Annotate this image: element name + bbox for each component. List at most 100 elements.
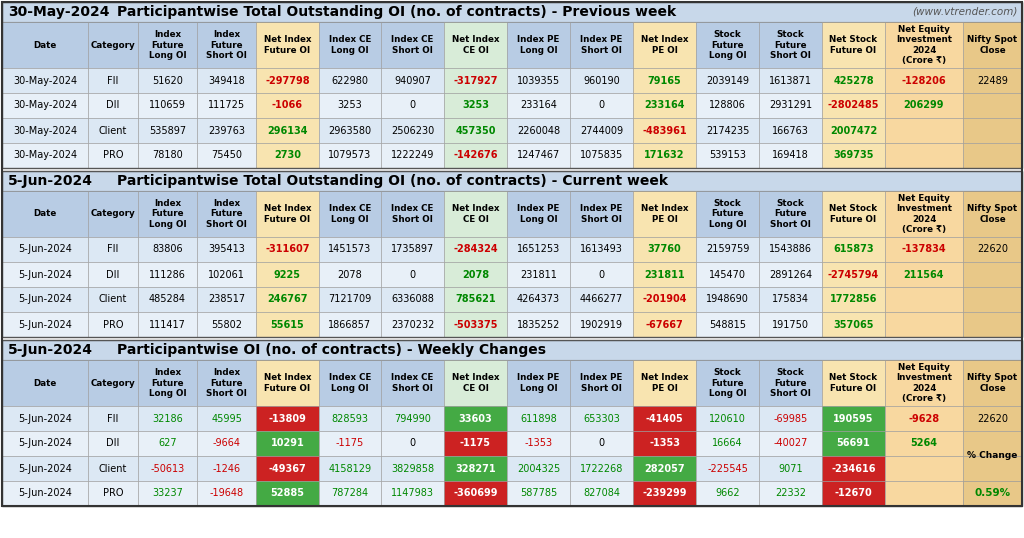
Text: -284324: -284324 <box>454 244 498 254</box>
Text: 233164: 233164 <box>644 101 685 110</box>
Bar <box>138 191 197 237</box>
Text: 30-May-2024: 30-May-2024 <box>13 125 77 136</box>
Bar <box>963 93 1022 118</box>
Text: 349418: 349418 <box>208 75 245 86</box>
Text: 4158129: 4158129 <box>329 464 372 473</box>
Text: 5-Jun-2024: 5-Jun-2024 <box>18 438 72 449</box>
Bar <box>256 118 319 143</box>
Bar <box>633 143 696 168</box>
Bar <box>319 360 381 406</box>
Text: Stock
Future
Short OI: Stock Future Short OI <box>770 30 811 60</box>
Bar <box>319 262 381 287</box>
Bar <box>2 340 1022 506</box>
Bar <box>633 431 696 456</box>
Text: 611898: 611898 <box>520 414 557 423</box>
Text: 785621: 785621 <box>456 294 496 305</box>
Text: Stock
Future
Long OI: Stock Future Long OI <box>709 368 746 398</box>
Text: 111417: 111417 <box>150 320 186 329</box>
Text: 111725: 111725 <box>208 101 245 110</box>
Text: Date: Date <box>34 379 56 387</box>
Bar <box>381 360 444 406</box>
Bar <box>256 406 319 431</box>
Bar <box>507 191 570 237</box>
Text: Net Equity
Investment
2024
(Crore ₹): Net Equity Investment 2024 (Crore ₹) <box>896 363 952 403</box>
Bar <box>633 237 696 262</box>
Text: 5-Jun-2024: 5-Jun-2024 <box>8 343 93 357</box>
Text: FII: FII <box>108 75 119 86</box>
Bar <box>444 93 507 118</box>
Bar <box>2 2 1022 22</box>
Text: -9628: -9628 <box>908 414 940 423</box>
Text: Net Index
PE OI: Net Index PE OI <box>641 373 688 393</box>
Text: -2802485: -2802485 <box>827 101 880 110</box>
Bar <box>88 456 138 481</box>
Text: 794990: 794990 <box>394 414 431 423</box>
Bar <box>885 287 963 312</box>
Bar <box>633 406 696 431</box>
Text: 5-Jun-2024: 5-Jun-2024 <box>18 244 72 254</box>
Bar <box>381 143 444 168</box>
Bar <box>88 481 138 506</box>
Text: Net Index
CE OI: Net Index CE OI <box>452 204 500 224</box>
Bar <box>138 456 197 481</box>
Text: -142676: -142676 <box>454 151 498 160</box>
Bar <box>822 481 885 506</box>
Bar <box>822 406 885 431</box>
Bar <box>381 262 444 287</box>
Bar <box>197 191 256 237</box>
Bar <box>963 191 1022 237</box>
Bar <box>2 68 88 93</box>
Text: 30-May-2024: 30-May-2024 <box>13 75 77 86</box>
Text: PRO: PRO <box>102 320 123 329</box>
Bar <box>507 143 570 168</box>
Bar <box>885 431 963 456</box>
Bar <box>885 481 963 506</box>
Text: 457350: 457350 <box>456 125 496 136</box>
Bar <box>381 191 444 237</box>
Text: Index PE
Short OI: Index PE Short OI <box>581 204 623 224</box>
Bar <box>2 262 88 287</box>
Text: 1079573: 1079573 <box>329 151 372 160</box>
Text: -317927: -317927 <box>454 75 498 86</box>
Text: Participantwise Total Outstanding OI (no. of contracts) - Previous week: Participantwise Total Outstanding OI (no… <box>117 5 676 19</box>
Bar <box>963 118 1022 143</box>
Text: 32186: 32186 <box>153 414 183 423</box>
Bar <box>319 143 381 168</box>
Text: -503375: -503375 <box>454 320 498 329</box>
Text: 166763: 166763 <box>772 125 809 136</box>
Text: 5-Jun-2024: 5-Jun-2024 <box>18 320 72 329</box>
Bar <box>570 287 633 312</box>
Bar <box>138 431 197 456</box>
Bar <box>696 481 759 506</box>
Bar <box>319 191 381 237</box>
Text: 0.59%: 0.59% <box>975 489 1011 499</box>
Text: 2891264: 2891264 <box>769 270 812 280</box>
Text: Index
Future
Short OI: Index Future Short OI <box>206 368 247 398</box>
Bar <box>570 191 633 237</box>
Bar <box>633 312 696 337</box>
Bar <box>963 431 1022 456</box>
Bar <box>696 406 759 431</box>
Text: 5264: 5264 <box>910 438 938 449</box>
Text: 45995: 45995 <box>211 414 242 423</box>
Text: 2744009: 2744009 <box>580 125 623 136</box>
Bar <box>507 118 570 143</box>
Text: 128806: 128806 <box>709 101 745 110</box>
Text: 169418: 169418 <box>772 151 809 160</box>
Text: Net Index
Future OI: Net Index Future OI <box>264 36 311 55</box>
Bar <box>88 22 138 68</box>
Bar <box>822 360 885 406</box>
Bar <box>2 22 88 68</box>
Bar <box>444 406 507 431</box>
Text: 940907: 940907 <box>394 75 431 86</box>
Bar <box>885 262 963 287</box>
Text: 1075835: 1075835 <box>580 151 624 160</box>
Bar <box>319 118 381 143</box>
Text: -311607: -311607 <box>265 244 309 254</box>
Bar <box>885 68 963 93</box>
Bar <box>885 93 963 118</box>
Bar <box>759 93 822 118</box>
Text: 3829858: 3829858 <box>391 464 434 473</box>
Bar <box>197 237 256 262</box>
Text: 211564: 211564 <box>904 270 944 280</box>
